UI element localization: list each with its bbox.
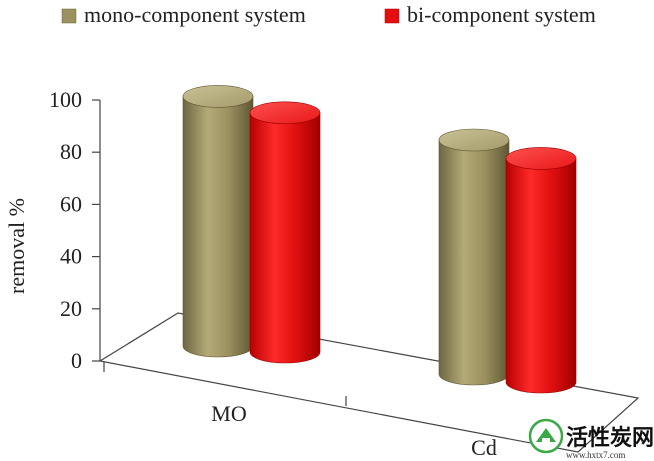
- legend-swatch-mono: [61, 8, 77, 24]
- bar-body-cd-1: [505, 158, 577, 394]
- legend-item-bi: bi-component system: [384, 2, 596, 27]
- y-axis-ticks: 0 20 40 60 80 100: [49, 87, 100, 373]
- watermark: 活性炭网 www.hxtx7.com: [528, 418, 654, 460]
- bar-mo-series-0: [182, 85, 254, 358]
- bar-body-mo-0: [182, 96, 254, 358]
- legend-label-bi: bi-component system: [407, 2, 596, 27]
- y-tick-label-0: 0: [71, 348, 82, 373]
- bar-top-cd-0: [438, 128, 510, 152]
- legend-label-mono: mono-component system: [84, 2, 306, 27]
- y-tick-label-5: 100: [49, 87, 82, 112]
- bar-cd-series-0: [438, 128, 510, 386]
- bar-top-mo-0: [182, 85, 254, 108]
- legend-swatch-bi: [384, 8, 400, 24]
- x-category-label-cd: Cd: [471, 435, 497, 460]
- y-tick-label-4: 80: [60, 139, 82, 164]
- bar-cd-series-1: [505, 147, 577, 394]
- y-tick-label-3: 60: [60, 191, 82, 216]
- legend: mono-component system bi-component syste…: [61, 2, 596, 27]
- watermark-logo-icon: [528, 418, 564, 454]
- bar-body-cd-0: [438, 139, 510, 386]
- x-axis-ticks: MO Cd: [103, 362, 497, 460]
- y-tick-label-1: 20: [60, 296, 82, 321]
- bar-top-mo-1: [249, 101, 321, 125]
- y-tick-label-2: 40: [60, 244, 82, 269]
- floor-plane: [98, 312, 640, 453]
- bar-body-mo-1: [249, 112, 321, 364]
- y-axis-title: removal %: [4, 198, 29, 294]
- x-category-label-mo: MO: [211, 401, 246, 426]
- bars: [182, 85, 577, 394]
- bar-top-cd-1: [505, 147, 577, 170]
- watermark-text: 活性炭网: [566, 425, 654, 451]
- bar-mo-series-1: [249, 101, 321, 364]
- legend-item-mono: mono-component system: [61, 2, 306, 27]
- watermark-url: www.hxtx7.com: [566, 450, 625, 460]
